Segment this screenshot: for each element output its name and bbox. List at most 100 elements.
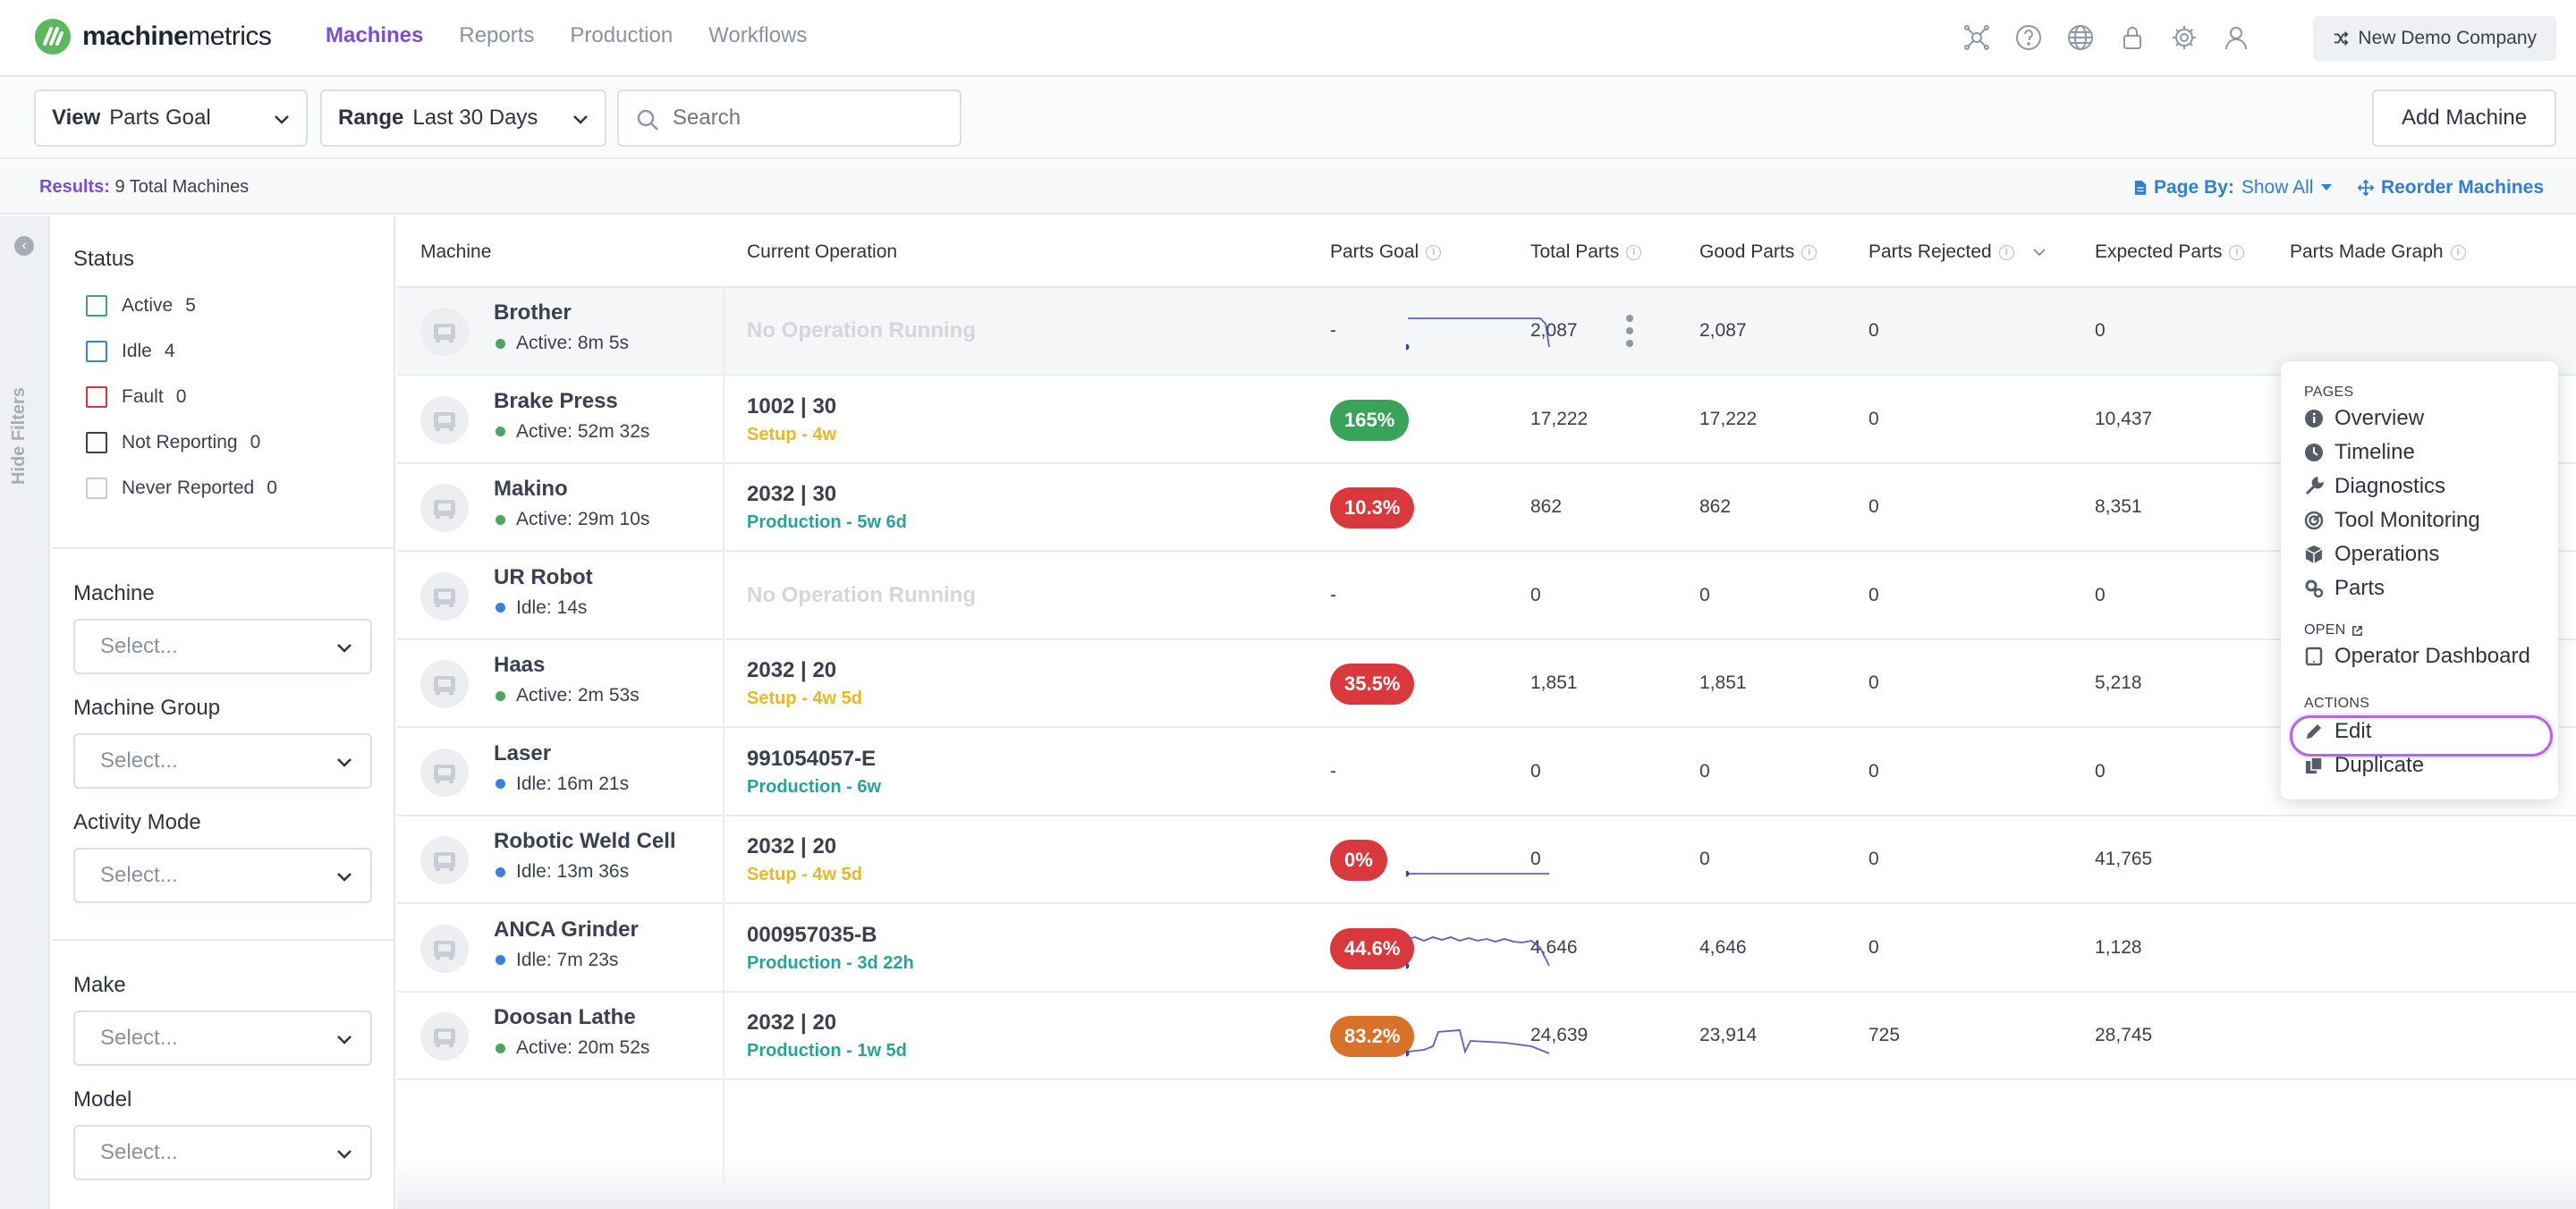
menu-item-operator-dashboard[interactable]: Operator Dashboard xyxy=(2304,644,2530,669)
menu-item-parts[interactable]: Parts xyxy=(2304,576,2385,601)
make-select[interactable]: Select... xyxy=(73,1010,372,1066)
status-filter-idle[interactable]: Idle 4 xyxy=(86,341,175,362)
machine-select[interactable]: Select... xyxy=(73,619,372,674)
header-total-parts[interactable]: Total Parts i xyxy=(1530,241,1642,263)
table-row[interactable]: Robotic Weld Cell Idle: 13m 36s 2032 | 20 S… xyxy=(397,816,2576,904)
parts-goal-badge: 0% xyxy=(1330,840,1387,881)
search-input[interactable] xyxy=(673,106,941,131)
menu-item-timeline[interactable]: Timeline xyxy=(2304,440,2415,465)
menu-item-operations[interactable]: Operations xyxy=(2304,542,2439,567)
user-icon[interactable] xyxy=(2222,23,2250,52)
header-parts-rejected[interactable]: Parts Rejected i xyxy=(1868,241,2048,263)
status-filter-not-reporting[interactable]: Not Reporting 0 xyxy=(86,432,260,453)
menu-item-overview[interactable]: Overview xyxy=(2304,406,2424,431)
status-filter-fault[interactable]: Fault 0 xyxy=(86,386,186,408)
status-filter-never-reported[interactable]: Never Reported 0 xyxy=(86,478,277,499)
nav-reports[interactable]: Reports xyxy=(459,23,535,47)
good-parts-value: 1,851 xyxy=(1699,672,1747,693)
menu-item-edit[interactable]: Edit xyxy=(2304,719,2371,744)
operation-name[interactable]: 000957035-B xyxy=(747,922,877,947)
machine-status: Active: 8m 5s xyxy=(494,333,629,354)
operation-name[interactable]: 1002 | 30 xyxy=(747,393,837,418)
machine-name[interactable]: Laser xyxy=(494,740,552,765)
more-options-icon[interactable] xyxy=(1612,304,1648,358)
sort-chevron-icon[interactable] xyxy=(2030,243,2048,261)
checkbox[interactable] xyxy=(86,478,107,499)
table-row[interactable]: UR Robot Idle: 14s No Operation Running - 0 0… xyxy=(397,553,2576,640)
scroll-shadow xyxy=(397,1159,2576,1209)
logo[interactable]: machinemetrics xyxy=(34,18,272,55)
expected-parts-value: 1,128 xyxy=(2095,936,2142,958)
table-row[interactable]: Doosan Lathe Active: 20m 52s 2032 | 20 Prod… xyxy=(397,993,2576,1080)
hide-filters-toggle[interactable]: ‹ Hide Filters xyxy=(0,216,50,1209)
machine-name[interactable]: Brake Press xyxy=(494,388,618,413)
wrench-icon xyxy=(2305,477,2324,495)
machine-avatar xyxy=(420,660,469,708)
model-select[interactable]: Select... xyxy=(73,1125,372,1180)
machine-name[interactable]: Doosan Lathe xyxy=(494,1005,636,1029)
table-row[interactable]: Haas Active: 2m 53s 2032 | 20 Setup - 4w 5d… xyxy=(397,640,2576,728)
operation-name[interactable]: 2032 | 20 xyxy=(747,1010,837,1035)
machine-name[interactable]: Makino xyxy=(494,477,568,501)
header-expected-parts[interactable]: Expected Parts i xyxy=(2095,241,2245,263)
page-by-dropdown[interactable]: Page By: Show All xyxy=(2134,177,2333,199)
operation-name[interactable]: 991054057-E xyxy=(747,746,877,771)
expected-parts-value: 0 xyxy=(2095,760,2106,782)
view-select[interactable]: View Parts Goal xyxy=(34,89,308,147)
lock-icon[interactable] xyxy=(2118,23,2147,52)
reorder-machines-button[interactable]: Reorder Machines xyxy=(2357,177,2544,199)
header-good-parts[interactable]: Good Parts i xyxy=(1699,241,1818,263)
company-switcher[interactable]: New Demo Company xyxy=(2313,16,2556,61)
operation-name[interactable]: 2032 | 20 xyxy=(747,658,837,682)
table-row[interactable]: Brother Active: 8m 5s No Operation Running… xyxy=(397,288,2576,376)
status-heading: Status xyxy=(73,247,135,271)
table-row[interactable]: Laser Idle: 16m 21s 991054057-E Production … xyxy=(397,729,2576,816)
help-icon[interactable] xyxy=(2014,23,2043,52)
nav-production[interactable]: Production xyxy=(570,23,674,47)
results-prefix: Results: xyxy=(39,177,110,197)
machine-name[interactable]: UR Robot xyxy=(494,564,593,589)
view-label: View xyxy=(52,106,101,130)
info-icon: i xyxy=(2450,244,2466,260)
machine-name[interactable]: Haas xyxy=(494,653,546,677)
machine-name[interactable]: Robotic Weld Cell xyxy=(494,829,676,853)
chevron-left-icon: ‹ xyxy=(14,236,34,256)
add-machine-button[interactable]: Add Machine xyxy=(2372,89,2556,147)
menu-item-diagnostics[interactable]: Diagnostics xyxy=(2304,474,2445,499)
table-row[interactable]: Makino Active: 29m 10s 2032 | 30 Production… xyxy=(397,464,2576,552)
range-select[interactable]: Range Last 30 Days xyxy=(320,89,606,147)
menu-item-tool-monitoring[interactable]: Tool Monitoring xyxy=(2304,508,2480,533)
table-row[interactable]: Brake Press Active: 52m 32s 1002 | 30 Setup… xyxy=(397,376,2576,464)
gear-icon[interactable] xyxy=(2170,23,2199,52)
menu-item-duplicate[interactable]: Duplicate xyxy=(2304,753,2424,778)
search-box xyxy=(617,89,962,147)
nav-machines[interactable]: Machines xyxy=(326,23,424,47)
operation-name[interactable]: 2032 | 30 xyxy=(747,482,837,506)
checkbox[interactable] xyxy=(86,432,107,453)
header-current-operation[interactable]: Current Operation xyxy=(747,241,898,262)
checkbox[interactable] xyxy=(86,386,107,408)
machine-name[interactable]: ANCA Grinder xyxy=(494,917,639,942)
machine-group-select[interactable]: Select... xyxy=(73,733,372,789)
status-filter-active[interactable]: Active 5 xyxy=(86,295,196,317)
status-count: 0 xyxy=(250,432,261,452)
results-summary: Results: 9 Total Machines xyxy=(39,177,249,198)
external-link-icon xyxy=(2351,625,2362,636)
header-machine[interactable]: Machine xyxy=(420,241,492,262)
integrations-icon[interactable] xyxy=(1962,23,1991,52)
globe-icon[interactable] xyxy=(2066,23,2095,52)
parts-goal-value: - xyxy=(1330,320,1336,341)
status-dot xyxy=(496,779,505,789)
checkbox[interactable] xyxy=(86,341,107,362)
good-parts-value: 4,646 xyxy=(1699,936,1747,958)
nav-workflows[interactable]: Workflows xyxy=(708,23,808,47)
table-row[interactable]: ANCA Grinder Idle: 7m 23s 000957035-B Produ… xyxy=(397,905,2576,993)
status-count: 0 xyxy=(175,386,187,407)
operation-name[interactable]: 2032 | 20 xyxy=(747,834,837,858)
parts-goal-badge: 10.3% xyxy=(1330,487,1415,528)
checkbox[interactable] xyxy=(86,295,107,317)
activity-mode-select[interactable]: Select... xyxy=(73,848,372,903)
header-parts-goal[interactable]: Parts Goal i xyxy=(1330,241,1442,263)
machine-name[interactable]: Brother xyxy=(494,300,572,325)
total-parts-value: 0 xyxy=(1530,760,1541,782)
